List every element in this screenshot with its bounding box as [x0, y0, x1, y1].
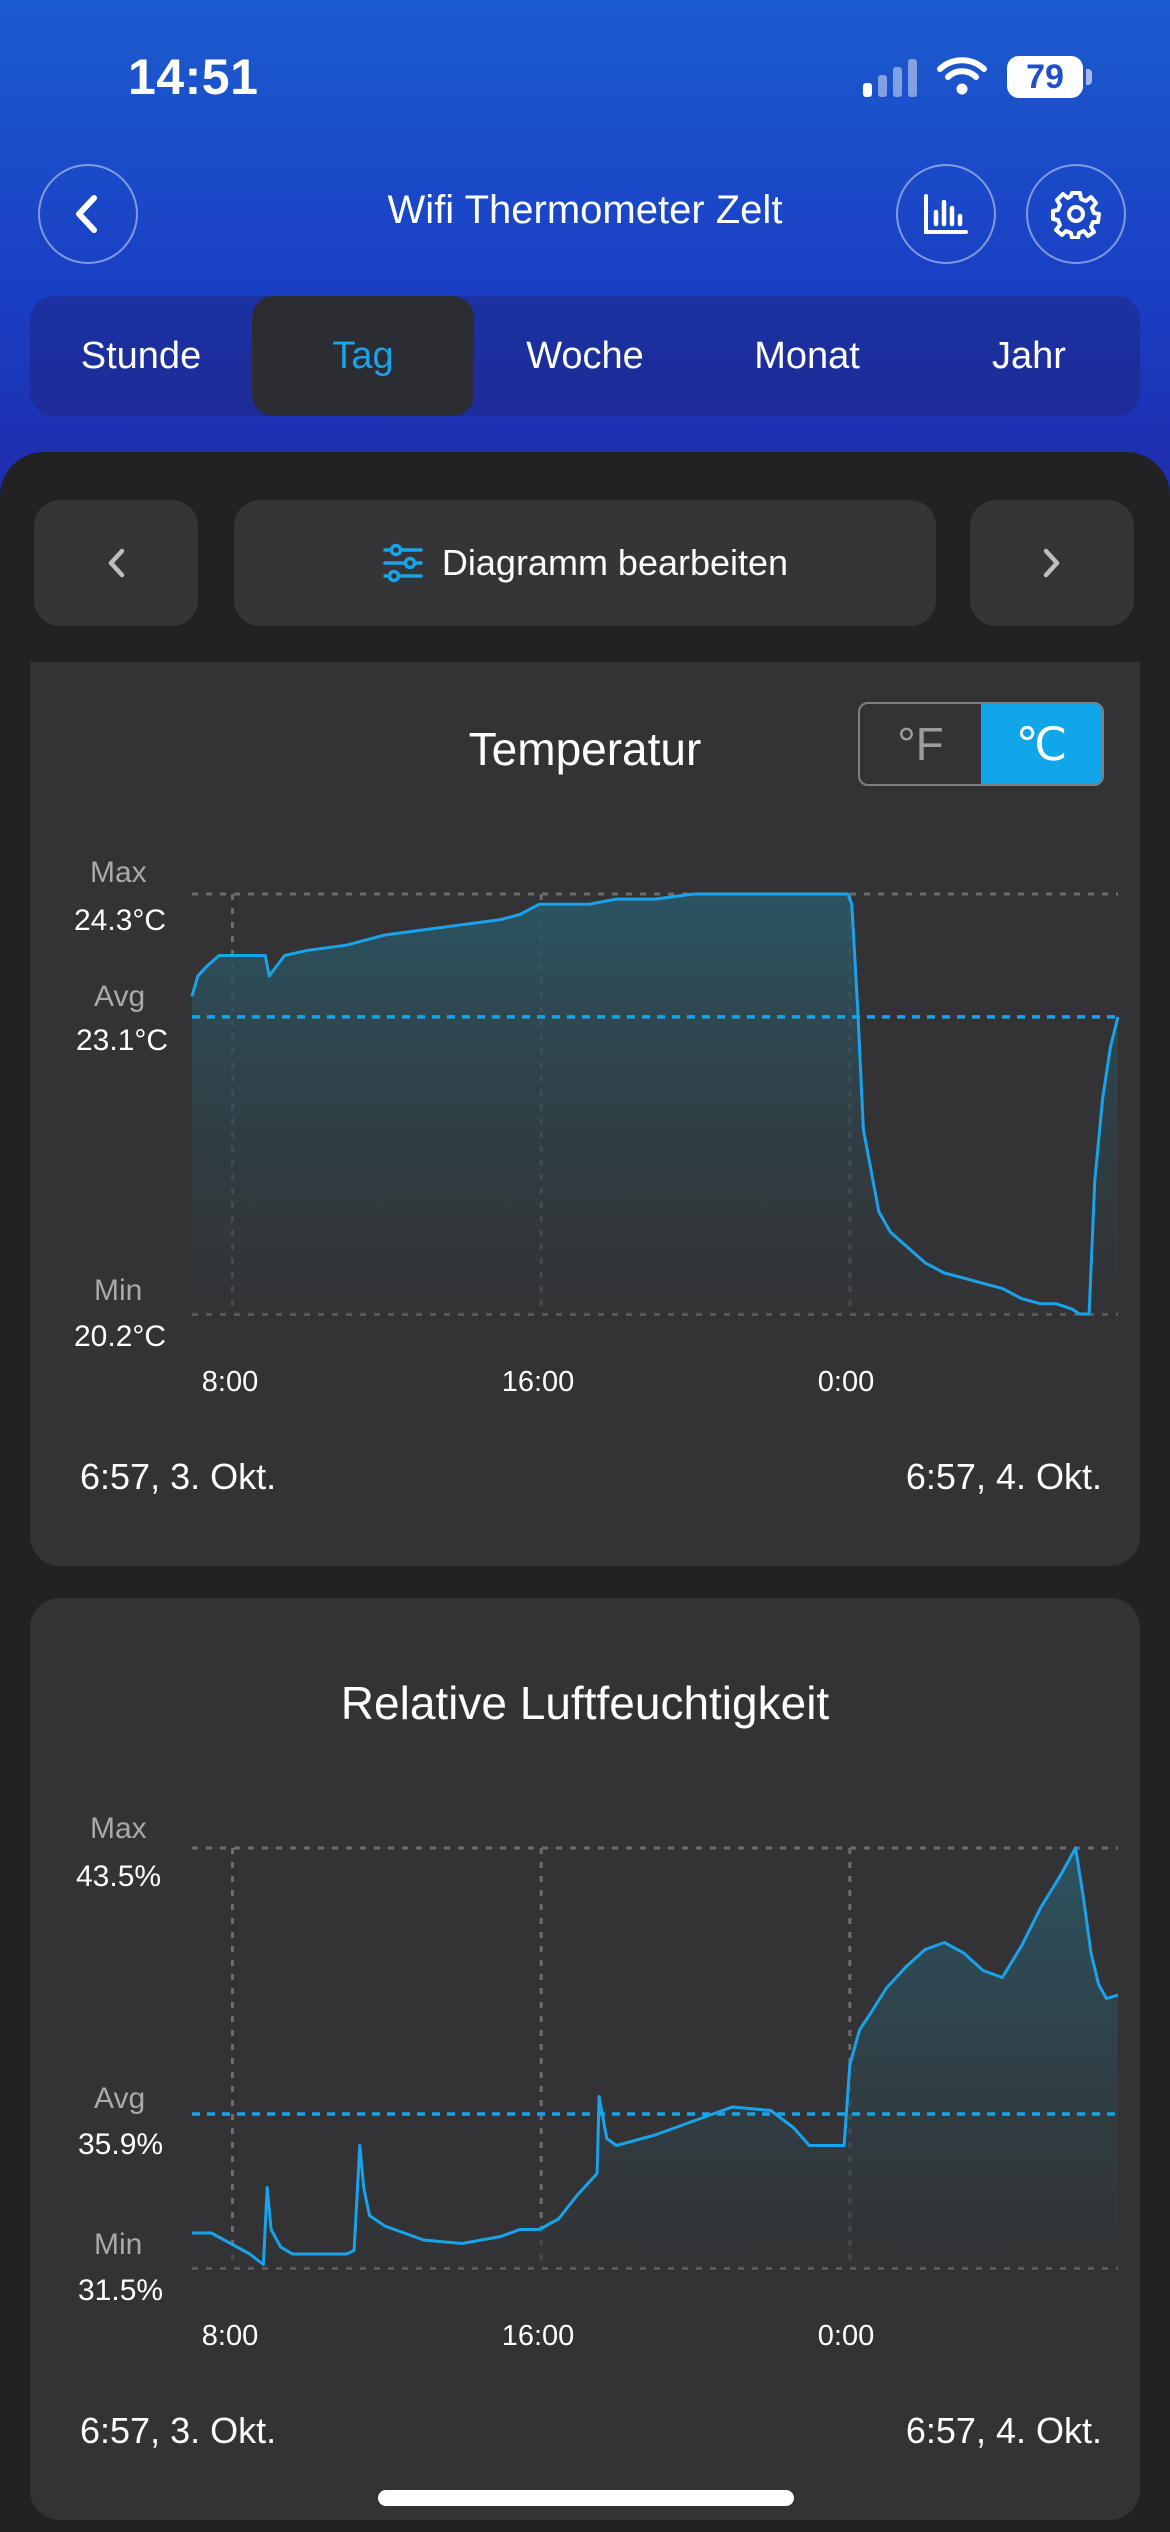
header-background	[0, 0, 1170, 520]
status-icons: 79	[863, 52, 1092, 102]
wifi-icon	[937, 55, 987, 100]
tab-tag[interactable]: Tag	[252, 296, 474, 416]
temperature-card: Temperatur °F ℃ Max 24.3°C Avg 23.1°C Mi…	[30, 662, 1140, 1566]
hum-x-tick-2: 0:00	[817, 2320, 875, 2352]
page-title: Wifi Thermometer Zelt	[387, 188, 783, 232]
sliders-icon	[383, 543, 423, 583]
hum-range-start: 6:57, 3. Okt.	[80, 2410, 277, 2451]
status-time: 14:51	[128, 49, 259, 105]
temp-min-value: 20.2°C	[74, 1320, 167, 1353]
temp-area-fill	[192, 894, 1118, 1314]
edit-chart-button[interactable]: Diagramm bearbeiten	[234, 500, 936, 626]
unit-fahrenheit-option[interactable]: °F	[897, 718, 944, 770]
hum-x-tick-0: 8:00	[201, 2320, 259, 2352]
hum-avg-value: 35.9%	[78, 2128, 164, 2161]
time-range-tabs: Stunde Tag Woche Monat Jahr	[30, 296, 1140, 416]
hum-max-value: 43.5%	[76, 1860, 162, 1893]
unit-toggle[interactable]: °F ℃	[858, 702, 1104, 786]
hum-area-fill	[192, 1848, 1118, 2268]
hum-min-label: Min	[94, 2228, 143, 2261]
temp-max-label: Max	[90, 856, 147, 889]
hum-avg-label: Avg	[94, 2082, 146, 2115]
temp-avg-value: 23.1°C	[76, 1024, 169, 1057]
bar-chart-icon	[924, 194, 968, 234]
tab-jahr[interactable]: Jahr	[992, 334, 1066, 377]
temperature-title: Temperatur	[468, 723, 702, 775]
tab-monat[interactable]: Monat	[754, 334, 860, 377]
hum-x-tick-1: 16:00	[501, 2320, 575, 2352]
unit-celsius-option[interactable]: ℃	[981, 704, 1102, 784]
edit-chart-label: Diagramm bearbeiten	[441, 542, 789, 583]
chart-view-button[interactable]	[896, 164, 996, 264]
temp-range-end: 6:57, 4. Okt.	[905, 1456, 1102, 1497]
home-indicator	[378, 2490, 794, 2506]
battery-level: 79	[1026, 57, 1064, 96]
hum-range-end: 6:57, 4. Okt.	[905, 2410, 1102, 2451]
temp-range-start: 6:57, 3. Okt.	[80, 1456, 277, 1497]
next-period-button[interactable]	[970, 500, 1134, 626]
tab-stunde[interactable]: Stunde	[80, 334, 202, 377]
temp-x-tick-2: 0:00	[817, 1366, 875, 1398]
humidity-title: Relative Luftfeuchtigkeit	[340, 1677, 830, 1729]
cellular-signal-icon	[863, 57, 917, 97]
temp-max-value: 24.3°C	[74, 904, 167, 937]
humidity-chart	[192, 1846, 1119, 2270]
battery-icon: 79	[1007, 56, 1092, 98]
gear-icon	[1051, 191, 1101, 239]
temp-min-label: Min	[94, 1274, 143, 1307]
back-button[interactable]	[38, 164, 138, 264]
temp-avg-label: Avg	[94, 980, 146, 1013]
humidity-card: Relative Luftfeuchtigkeit Max 43.5% Avg …	[30, 1598, 1140, 2520]
temp-series-line	[190, 892, 1120, 1316]
hum-min-value: 31.5%	[78, 2274, 164, 2307]
hum-max-label: Max	[90, 1812, 147, 1845]
chevron-right-icon	[1043, 548, 1060, 578]
temp-x-tick-1: 16:00	[501, 1366, 575, 1398]
chevron-left-icon	[108, 548, 125, 578]
hum-series-line	[192, 1846, 1119, 2266]
chevron-left-icon	[76, 195, 97, 233]
previous-period-button[interactable]	[34, 500, 198, 626]
temp-x-tick-0: 8:00	[201, 1366, 259, 1398]
tab-woche[interactable]: Woche	[526, 334, 644, 377]
temperature-chart	[190, 892, 1120, 1316]
settings-button[interactable]	[1026, 164, 1126, 264]
